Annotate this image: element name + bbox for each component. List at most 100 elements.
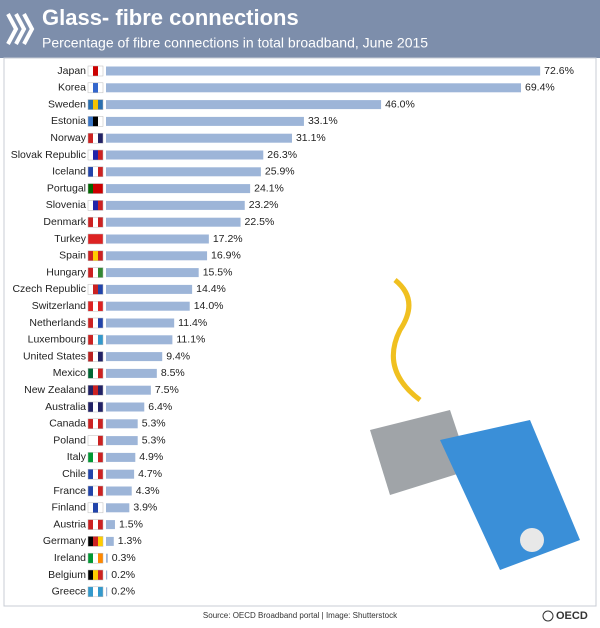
flag xyxy=(93,586,98,597)
flag-border xyxy=(87,536,104,547)
value-label: 11.4% xyxy=(178,317,207,329)
flag xyxy=(98,200,103,211)
logo: OECD xyxy=(556,610,588,622)
bar xyxy=(106,352,163,362)
category-label: Germany xyxy=(43,535,87,547)
chart-subtitle: Percentage of fibre connections in total… xyxy=(42,35,428,51)
flag xyxy=(93,234,98,244)
category-label: Turkey xyxy=(54,233,86,245)
value-label: 33.1% xyxy=(308,115,338,127)
category-label: Portugal xyxy=(47,182,86,194)
flag xyxy=(88,318,93,328)
flag xyxy=(93,452,98,463)
category-label: United States xyxy=(23,350,86,362)
flag xyxy=(93,334,98,345)
flag xyxy=(98,586,103,597)
flag xyxy=(98,385,103,396)
flag-border xyxy=(87,435,104,446)
flag xyxy=(88,200,93,211)
category-label: Denmark xyxy=(43,216,86,228)
flag xyxy=(98,301,103,312)
value-label: 0.3% xyxy=(112,552,136,564)
flag xyxy=(93,284,98,295)
bar xyxy=(106,335,173,345)
flag xyxy=(88,133,93,144)
value-label: 46.0% xyxy=(385,98,415,110)
flag-border xyxy=(87,368,104,379)
category-label: Switzerland xyxy=(32,300,86,312)
flag xyxy=(88,234,93,244)
bar xyxy=(106,385,151,395)
flag xyxy=(88,82,93,93)
flag xyxy=(88,469,93,480)
value-label: 14.0% xyxy=(194,300,224,312)
connector-image xyxy=(370,278,580,570)
flag xyxy=(88,385,93,396)
flag-border xyxy=(87,200,104,211)
flag xyxy=(98,66,103,76)
flag xyxy=(98,217,103,228)
bar xyxy=(106,587,108,597)
category-label: Slovak Republic xyxy=(11,149,86,161)
header xyxy=(0,0,600,58)
flag xyxy=(98,183,103,194)
flag xyxy=(98,351,103,362)
value-label: 4.9% xyxy=(139,451,163,463)
value-label: 4.3% xyxy=(136,485,160,497)
value-label: 22.5% xyxy=(245,216,275,228)
flag-border xyxy=(87,284,104,295)
category-label: Finland xyxy=(52,502,87,514)
flag-border xyxy=(87,384,104,396)
flag xyxy=(88,166,93,177)
flag xyxy=(88,418,93,429)
value-label: 16.9% xyxy=(211,250,241,262)
flag-border xyxy=(87,250,104,262)
value-label: 25.9% xyxy=(265,166,295,178)
value-label: 72.6% xyxy=(544,65,574,77)
bar xyxy=(106,133,292,143)
flag-border xyxy=(87,183,104,194)
category-label: Chile xyxy=(62,468,86,480)
bar xyxy=(106,553,108,563)
connector-tip xyxy=(520,528,544,552)
flag xyxy=(98,402,103,412)
flag xyxy=(98,133,103,144)
flag-border xyxy=(87,586,104,598)
flag xyxy=(98,502,103,513)
flag xyxy=(98,116,103,127)
bar xyxy=(106,150,264,160)
flag xyxy=(98,82,103,93)
bar xyxy=(106,268,199,278)
bar xyxy=(106,284,193,294)
flag-border xyxy=(87,300,104,312)
category-label: Italy xyxy=(67,451,87,463)
value-label: 31.1% xyxy=(296,132,326,144)
flag xyxy=(93,519,98,530)
flag xyxy=(93,183,98,194)
flag-border xyxy=(87,216,104,228)
flag xyxy=(88,502,93,513)
flag xyxy=(93,99,98,110)
flag xyxy=(93,217,98,228)
flag xyxy=(88,183,93,194)
logo-mark xyxy=(542,610,554,622)
bar xyxy=(106,217,241,227)
value-label: 7.5% xyxy=(155,384,179,396)
flag-border xyxy=(87,452,104,463)
flag xyxy=(93,570,98,580)
source-note: Source: OECD Broadband portal | Image: S… xyxy=(203,611,398,620)
flag xyxy=(88,99,93,110)
category-label: Mexico xyxy=(53,367,86,379)
category-label: Norway xyxy=(50,132,86,144)
category-label: Belgium xyxy=(48,569,86,581)
flag xyxy=(98,166,103,177)
category-label: Sweden xyxy=(48,98,86,110)
flag xyxy=(98,452,103,463)
category-label: Canada xyxy=(49,418,86,430)
flag xyxy=(93,502,98,513)
flag-border xyxy=(87,401,104,413)
value-label: 24.1% xyxy=(254,182,284,194)
flag xyxy=(93,385,98,396)
flag xyxy=(98,250,103,261)
flag xyxy=(98,469,103,480)
